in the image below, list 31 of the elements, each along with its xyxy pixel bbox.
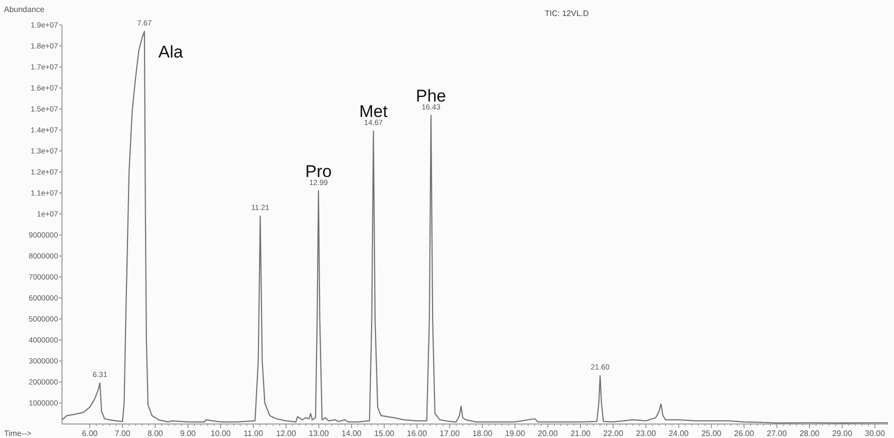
- x-tick-label: 8.00: [147, 429, 164, 438]
- x-tick-label: 24.00: [668, 429, 690, 438]
- annotation: Ala: [158, 42, 184, 62]
- x-tick-label: 26.00: [734, 429, 755, 438]
- annotation: Phe: [416, 86, 446, 106]
- x-tick-label: 21.00: [570, 429, 592, 438]
- x-tick-label: 14.00: [341, 429, 362, 438]
- x-tick-label: 10.00: [210, 429, 232, 438]
- x-tick-label: 17.00: [440, 429, 460, 438]
- annotation: Pro: [305, 162, 332, 181]
- x-tick-label: 20.00: [538, 429, 558, 438]
- x-tick-label: 11.00: [244, 429, 264, 438]
- x-tick-label: 7.00: [114, 429, 131, 438]
- x-axis-title: Time-->: [4, 429, 32, 438]
- x-tick-label: 12.00: [276, 429, 297, 438]
- x-tick-label: 28.00: [799, 429, 820, 438]
- x-tick-label: 25.00: [701, 429, 722, 438]
- x-tick-label: 16.00: [406, 429, 428, 438]
- x-tick-label: 6.00: [82, 429, 98, 438]
- x-tick-label: 30.00: [864, 429, 886, 438]
- x-tick-label: 27.00: [766, 429, 788, 438]
- x-tick-label: 19.00: [505, 429, 526, 438]
- x-tick-label: 15.00: [374, 429, 395, 438]
- x-tick-label: 23.00: [636, 429, 656, 438]
- x-tick-label: 18.00: [472, 429, 493, 438]
- x-tick-label: 22.00: [603, 429, 624, 438]
- chart-title: TIC: 12VL.D: [544, 9, 590, 18]
- x-tick-label: 29.00: [832, 429, 853, 438]
- x-tick-label: 9.00: [180, 429, 196, 438]
- x-tick-label: 13.00: [308, 429, 330, 438]
- y-axis-title: Abundance: [4, 5, 46, 14]
